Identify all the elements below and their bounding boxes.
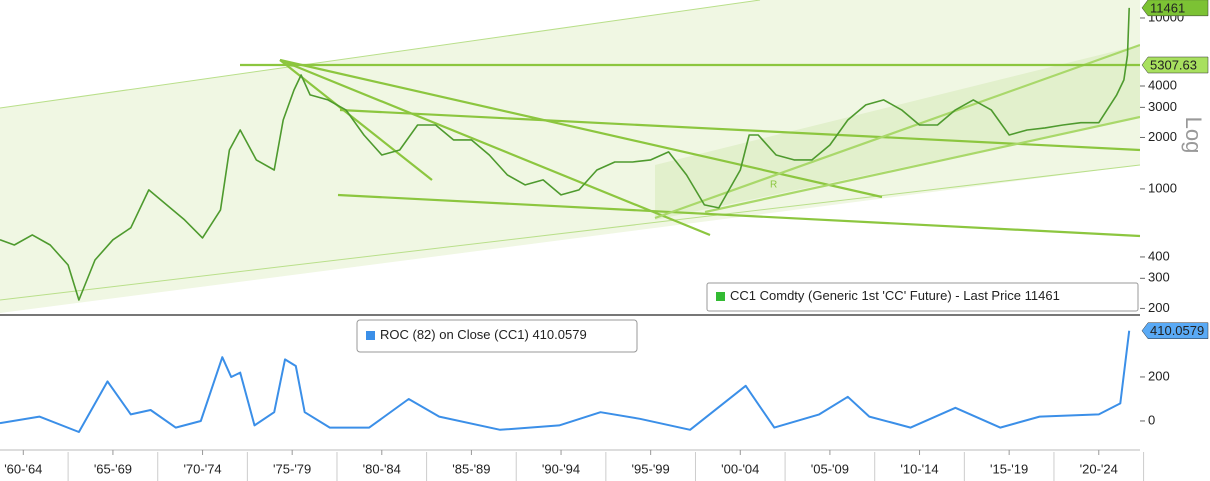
legend-box	[706, 282, 1139, 312]
value-tag	[1141, 322, 1209, 339]
y-tick-label: 1000	[1148, 180, 1177, 195]
legend-label: ROC (82) on Close (CC1)	[380, 327, 529, 342]
trend-line	[279, 58, 883, 199]
y-tick-label: 200	[1148, 300, 1170, 315]
x-tick-label: '20-'24	[1080, 461, 1118, 476]
value-tag-label: 410.0579	[1150, 323, 1204, 338]
x-tick-label: '80-'84	[363, 461, 401, 476]
trend-line	[704, 115, 1140, 214]
trend-line	[279, 58, 711, 237]
legend-label: CC1 Comdty (Generic 1st 'CC' Future) - L…	[730, 288, 1021, 303]
legend-box	[356, 319, 638, 353]
legend-value: 410.0579	[532, 327, 586, 342]
x-tick-label: '95-'99	[632, 461, 670, 476]
y-tick-label: 0	[1148, 412, 1155, 427]
legend-swatch	[366, 331, 375, 340]
trend-line	[279, 59, 433, 181]
trend-line	[654, 43, 1140, 220]
series-line	[0, 330, 1131, 433]
x-tick-label: '60-'64	[4, 461, 42, 476]
reference-tag-label: 5307.63	[1150, 57, 1197, 72]
y-tick-label: 4000	[1148, 77, 1177, 92]
reference-tag	[1141, 56, 1209, 74]
series-line	[0, 7, 1130, 301]
trend-line	[337, 193, 1140, 238]
y-tick-label: 3000	[1148, 99, 1177, 114]
value-tag	[1141, 0, 1209, 17]
y-tick-label: 300	[1148, 270, 1170, 285]
y-tick-label: 2000	[1148, 129, 1177, 144]
y-tick-label: 400	[1148, 248, 1170, 263]
x-tick-label: '75-'79	[273, 461, 311, 476]
x-tick-label: '10-'14	[900, 461, 938, 476]
y-tick-label: 200	[1148, 368, 1170, 383]
x-tick-label: '05-'09	[811, 461, 849, 476]
annotation: R	[770, 180, 777, 191]
x-tick-label: '90-'94	[542, 461, 580, 476]
channel-line	[0, 164, 1140, 301]
annotations	[0, 0, 1140, 313]
legend: ROC (82) on Close (CC1) 410.0579	[356, 319, 638, 353]
x-tick-label: '85-'89	[452, 461, 490, 476]
x-tick-label: '15-'19	[990, 461, 1028, 476]
legend-text: ROC (82) on Close (CC1) 410.0579	[380, 327, 587, 342]
x-tick-label: '65-'69	[94, 461, 132, 476]
legend-text: CC1 Comdty (Generic 1st 'CC' Future) - L…	[730, 288, 1060, 303]
trend-line	[339, 108, 1140, 152]
x-tick-label: '00-'04	[721, 461, 759, 476]
axis-label: Log	[1181, 117, 1206, 154]
channel-band	[0, 0, 1140, 313]
legend: CC1 Comdty (Generic 1st 'CC' Future) - L…	[706, 282, 1139, 312]
legend-swatch	[716, 292, 725, 301]
legend-value: 11461	[1025, 288, 1060, 303]
channel-line	[0, 0, 761, 109]
value-tag-label: 11461	[1150, 0, 1185, 15]
x-tick-label: '70-'74	[183, 461, 221, 476]
